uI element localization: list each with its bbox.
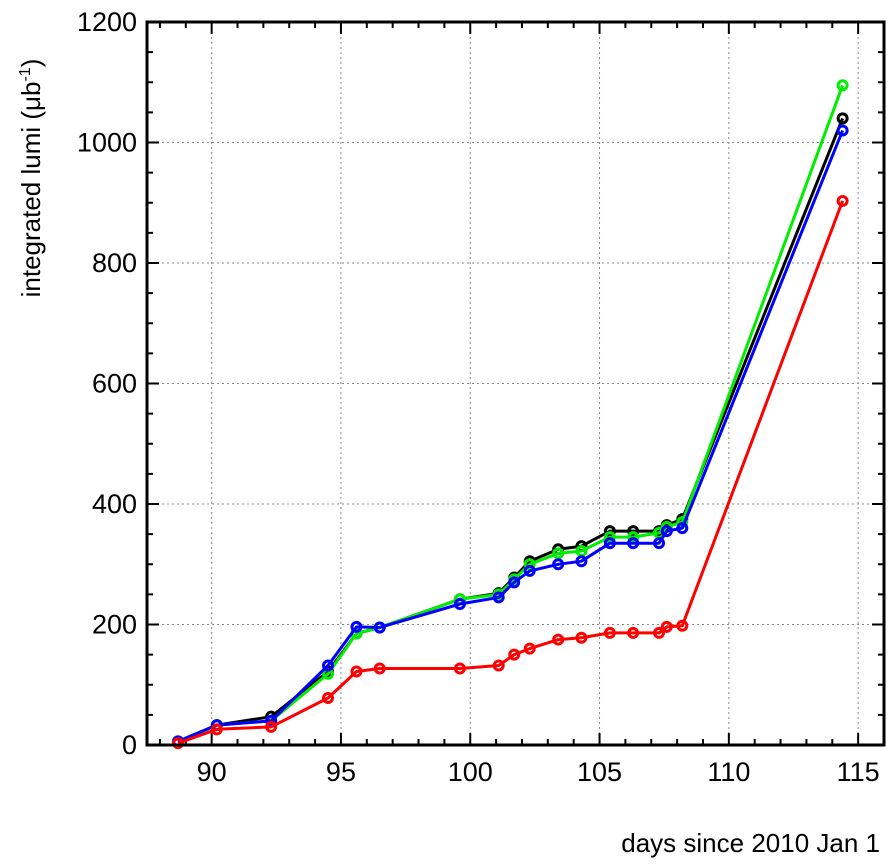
x-tick-labels: 90 95 100 105 110 115	[197, 757, 880, 787]
y-axis-title-main: integrated lumi (μb	[16, 82, 46, 298]
data-point	[660, 525, 673, 538]
plot-frame	[145, 20, 886, 747]
data-point	[575, 555, 588, 568]
data-point	[523, 558, 536, 571]
y-axis-title: integrated lumi (μb-1)	[16, 59, 46, 298]
data-point	[653, 626, 666, 639]
data-point	[322, 692, 335, 705]
x-tick-label: 105	[577, 757, 622, 787]
data-point	[575, 631, 588, 644]
data-point	[523, 642, 536, 655]
data-point	[660, 620, 673, 633]
y-tick-label: 200	[92, 610, 137, 640]
y-tick-label: 1200	[77, 7, 137, 37]
data-point	[492, 659, 505, 672]
y-tick-label: 0	[122, 730, 137, 760]
x-axis-title: days since 2010 Jan 1	[621, 828, 880, 858]
data-point	[552, 633, 565, 646]
data-point	[836, 194, 849, 207]
data-point	[373, 662, 386, 675]
data-point	[350, 665, 363, 678]
data-point	[603, 537, 616, 550]
x-tick-label: 110	[707, 757, 750, 787]
data-point	[508, 576, 521, 589]
data-point	[322, 659, 335, 672]
y-tick-label: 800	[92, 248, 137, 278]
data-point	[492, 591, 505, 604]
y-tick-label: 400	[92, 489, 137, 519]
data-point	[210, 723, 223, 736]
x-tick-label: 115	[837, 757, 880, 787]
series-line	[177, 200, 845, 745]
x-tick-label: 90	[197, 757, 227, 787]
series-line	[177, 84, 845, 743]
data-point	[552, 558, 565, 571]
data-point	[836, 112, 849, 125]
data-point	[676, 522, 689, 535]
data-point	[552, 547, 565, 560]
y-axis-title-end: )	[16, 59, 46, 68]
grid-lines	[147, 21, 884, 746]
data-point	[603, 626, 616, 639]
data-point	[836, 124, 849, 137]
series-3	[172, 194, 849, 750]
data-point	[676, 619, 689, 632]
data-point	[350, 620, 363, 633]
data-point	[523, 564, 536, 577]
y-tick-label: 1000	[77, 128, 137, 158]
data-point	[453, 598, 466, 611]
data-point	[373, 621, 386, 634]
data-point	[453, 662, 466, 675]
series-1	[172, 79, 849, 748]
data-point	[836, 79, 849, 92]
data-point	[627, 531, 640, 544]
data-point	[653, 537, 666, 550]
data-point	[172, 737, 185, 750]
y-axis-title-superscript: -1	[17, 67, 34, 81]
data-point	[508, 648, 521, 661]
x-tick-label: 95	[326, 757, 356, 787]
data-point	[627, 537, 640, 550]
data-point	[627, 626, 640, 639]
series-line	[177, 129, 844, 743]
x-tick-label: 100	[448, 757, 493, 787]
data-point	[603, 531, 616, 544]
y-tick-labels: 0 200 400 600 800 1000 1200	[77, 7, 137, 760]
data-point	[265, 720, 278, 733]
series-group	[172, 79, 849, 750]
series-line	[177, 117, 844, 743]
y-tick-label: 600	[92, 369, 137, 399]
